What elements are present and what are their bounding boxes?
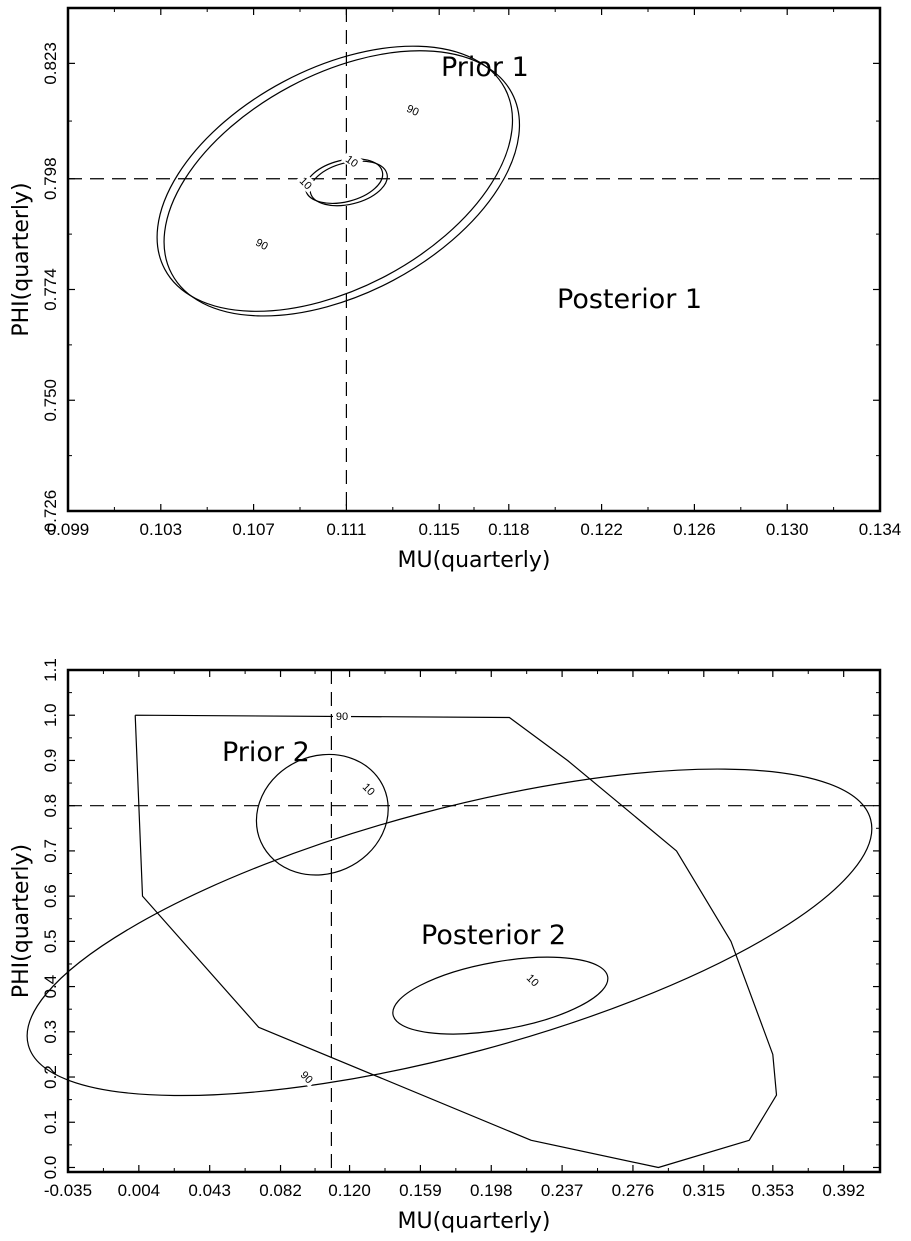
y-tick-label: 0.8 [41, 794, 60, 818]
x-tick-label: 0.118 [488, 520, 529, 539]
plot-frame [66, 668, 882, 1174]
x-tick-label: 0.198 [470, 1181, 513, 1200]
x-tick-label: 0.237 [541, 1181, 584, 1200]
contour-level-label: 90 [336, 711, 348, 723]
y-tick-label: 0.726 [41, 490, 60, 533]
y-tick-label: 0.750 [41, 379, 60, 422]
y-tick-label: 1.0 [41, 703, 60, 727]
contour-line-90 [163, 50, 521, 317]
y-tick-label: 0.823 [41, 42, 60, 85]
chart-panel-2: -0.035 0.004 0.043 0.082 0.120 0.159 0.198 0.23… [9, 658, 882, 1234]
contour-level-label: 90 [404, 103, 420, 119]
contour-line-10 [392, 956, 609, 1035]
x-tick-label: 0.134 [859, 520, 902, 539]
y-tick-label: 1.1 [41, 658, 60, 682]
contour-label-bg [295, 171, 318, 194]
y-tick-label: 0.7 [41, 839, 60, 863]
contour-level-label: 90 [253, 237, 269, 253]
x-tick-label: -0.035 [44, 1181, 92, 1200]
x-tick-label: 0.315 [683, 1181, 726, 1200]
y-tick-label: 0.6 [41, 884, 60, 908]
x-tick-label: 0.107 [232, 520, 275, 539]
y-axis-title: PHI(quarterly) [9, 844, 34, 998]
contour-label-bg [358, 777, 381, 800]
x-tick-label: 0.099 [47, 520, 90, 539]
x-tick-label: 0.082 [259, 1181, 302, 1200]
contour-line-10 [309, 160, 388, 207]
contour-label-bg [333, 709, 351, 722]
x-tick-label: 0.130 [766, 520, 809, 539]
x-tick-label: 0.126 [673, 520, 716, 539]
x-tick-label: 0.103 [140, 520, 183, 539]
chart-panel-1: 0.099 0.103 0.107 0.111 0.115 0.118 0.122 0.126… [9, 6, 902, 573]
x-tick-label: 0.120 [328, 1181, 371, 1200]
y-tick-label: 0.1 [41, 1110, 60, 1134]
x-tick-label: 0.276 [612, 1181, 655, 1200]
annotation-label: Prior 2 [222, 737, 310, 768]
x-tick-label: 0.004 [118, 1181, 161, 1200]
contour-line-90 [134, 714, 778, 1169]
y-tick-label: 0.3 [41, 1020, 60, 1044]
y-tick-label: 0.2 [41, 1065, 60, 1089]
y-tick-label: 0.4 [41, 975, 60, 999]
contour-line-90 [156, 45, 514, 312]
x-tick-label: 0.115 [419, 520, 460, 539]
y-axis-title: PHI(quarterly) [9, 182, 34, 336]
annotation-label: Posterior 2 [421, 920, 566, 951]
plot-frame [66, 6, 882, 513]
x-tick-label: 0.043 [188, 1181, 231, 1200]
contour-line-10 [255, 753, 389, 876]
contour-label-bg [522, 968, 545, 991]
x-axis-title: MU(quarterly) [397, 548, 550, 573]
contour-label-bg [296, 1065, 319, 1088]
y-tick-label: 0.9 [41, 749, 60, 773]
contour-label-bg [341, 150, 364, 172]
annotation-label: Prior 1 [441, 52, 529, 83]
y-tick-label: 0.798 [41, 157, 60, 200]
x-tick-label: 0.159 [399, 1181, 442, 1200]
contour-label-bg [251, 233, 274, 254]
x-tick-label: 0.353 [752, 1181, 795, 1200]
y-tick-label: 0.5 [41, 930, 60, 954]
contour-line-90 [26, 768, 873, 1097]
contour-level-label: 10 [343, 153, 360, 170]
x-tick-label: 0.111 [326, 520, 366, 539]
x-axis-title: MU(quarterly) [397, 1209, 550, 1234]
x-tick-label: 0.392 [822, 1181, 865, 1200]
y-tick-label: 0.774 [41, 268, 60, 311]
contour-label-bg [402, 99, 425, 120]
annotation-label: Posterior 1 [557, 284, 702, 315]
y-tick-label: 0.0 [41, 1156, 60, 1180]
x-tick-label: 0.122 [580, 520, 623, 539]
